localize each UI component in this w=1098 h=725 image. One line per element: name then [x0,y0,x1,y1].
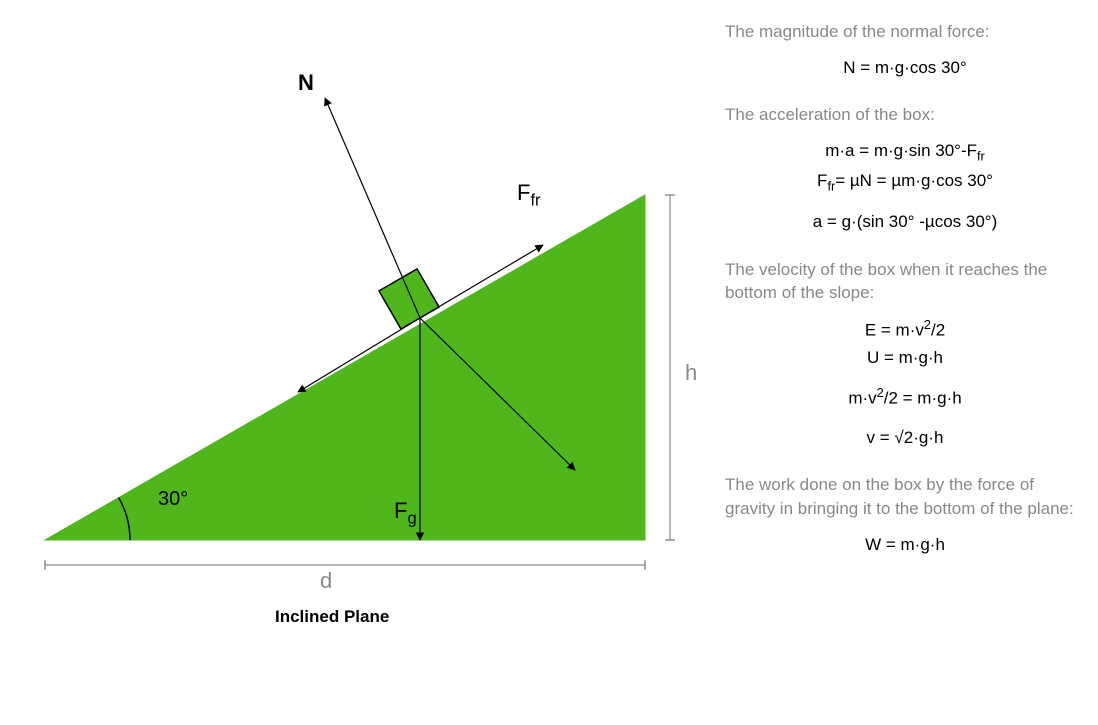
equation-line: Ffr= µN = µm·g·cos 30° [725,167,1085,197]
section-label: The velocity of the box when it reaches … [725,258,1085,306]
equation-line: U = m·g·h [725,344,1085,371]
section-velocity: The velocity of the box when it reaches … [725,258,1085,452]
section-acceleration: The acceleration of the box: m·a = m·g·s… [725,103,1085,236]
inclined-plane-svg [20,20,700,640]
section-normal-force: The magnitude of the normal force: N = m… [725,20,1085,81]
equations-area: The magnitude of the normal force: N = m… [725,20,1085,580]
diagram-area: N Ffr Fg 30° d h Inclined Plane [20,20,700,620]
equation-line: W = m·g·h [725,531,1085,558]
equation-line: v = √2·g·h [725,424,1085,451]
section-label: The magnitude of the normal force: [725,20,1085,44]
equation-line: N = m·g·cos 30° [725,54,1085,81]
label-h: h [685,360,697,386]
label-d: d [320,568,332,594]
section-label: The work done on the box by the force of… [725,473,1085,521]
equation-lines: E = m·v2/2 U = m·g·h m·v2/2 = m·g·h v = … [725,315,1085,451]
section-label: The acceleration of the box: [725,103,1085,127]
section-work: The work done on the box by the force of… [725,473,1085,558]
vector-N [325,98,420,318]
diagram-caption: Inclined Plane [275,607,389,627]
equation-line: m·v2/2 = m·g·h [725,383,1085,412]
equation-lines: m·a = m·g·sin 30°-Ffr Ffr= µN = µm·g·cos… [725,137,1085,236]
label-N: N [298,70,314,96]
triangle [45,195,645,540]
equation-line: a = g·(sin 30° -µcos 30°) [725,208,1085,235]
equation-line: E = m·v2/2 [725,315,1085,344]
label-Ffr: Ffr [517,180,541,210]
label-angle: 30° [158,488,188,511]
equation-line: m·a = m·g·sin 30°-Ffr [725,137,1085,167]
label-Fg: Fg [394,498,417,528]
